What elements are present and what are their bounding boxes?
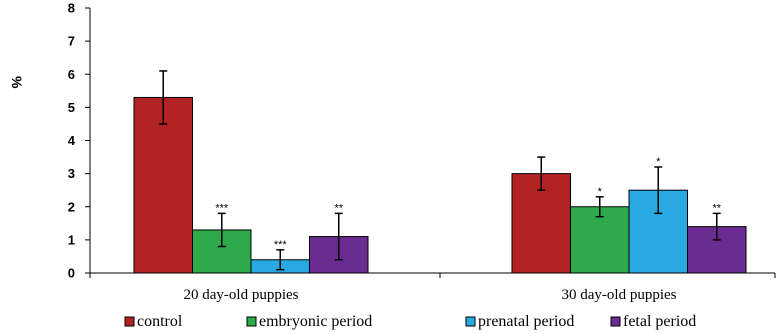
bar <box>570 206 630 274</box>
significance-label: * <box>656 156 661 168</box>
legend-label: control <box>137 313 183 330</box>
significance-label: *** <box>274 239 288 251</box>
legend: control embryonic period prenatal period fe… <box>124 313 696 330</box>
y-tick-label: 3 <box>68 166 75 181</box>
legend-label: embryonic period <box>259 313 372 330</box>
legend-swatch <box>246 316 257 327</box>
bar <box>133 96 193 274</box>
y-tick-label: 8 <box>68 1 75 16</box>
legend-label: prenatal period <box>478 313 574 330</box>
significance-label: * <box>598 186 603 198</box>
legend-label: fetal period <box>623 313 696 330</box>
significance-label: ** <box>334 202 343 214</box>
y-tick-label: 0 <box>68 266 75 281</box>
y-tick-label: 6 <box>68 67 75 82</box>
significance-label: *** <box>215 202 229 214</box>
y-tick-label: 4 <box>68 133 76 148</box>
category-label: 20 day-old puppies <box>184 287 299 303</box>
legend-swatch <box>610 316 621 327</box>
significance-label: ** <box>712 202 721 214</box>
y-tick-label: 5 <box>68 100 75 115</box>
y-tick-label: 2 <box>68 199 75 214</box>
y-tick-label: 7 <box>68 34 75 49</box>
legend-swatch <box>124 316 135 327</box>
category-label: 30 day-old puppies <box>562 287 677 303</box>
y-axis-ticks: 0 1 2 3 4 5 6 7 8 <box>68 1 90 281</box>
y-tick-label: 1 <box>68 232 75 247</box>
y-axis-label: % <box>9 76 25 89</box>
plot-area: ********** **20 day-old puppies 30 day-old… <box>89 8 776 303</box>
legend-swatch <box>465 316 476 327</box>
